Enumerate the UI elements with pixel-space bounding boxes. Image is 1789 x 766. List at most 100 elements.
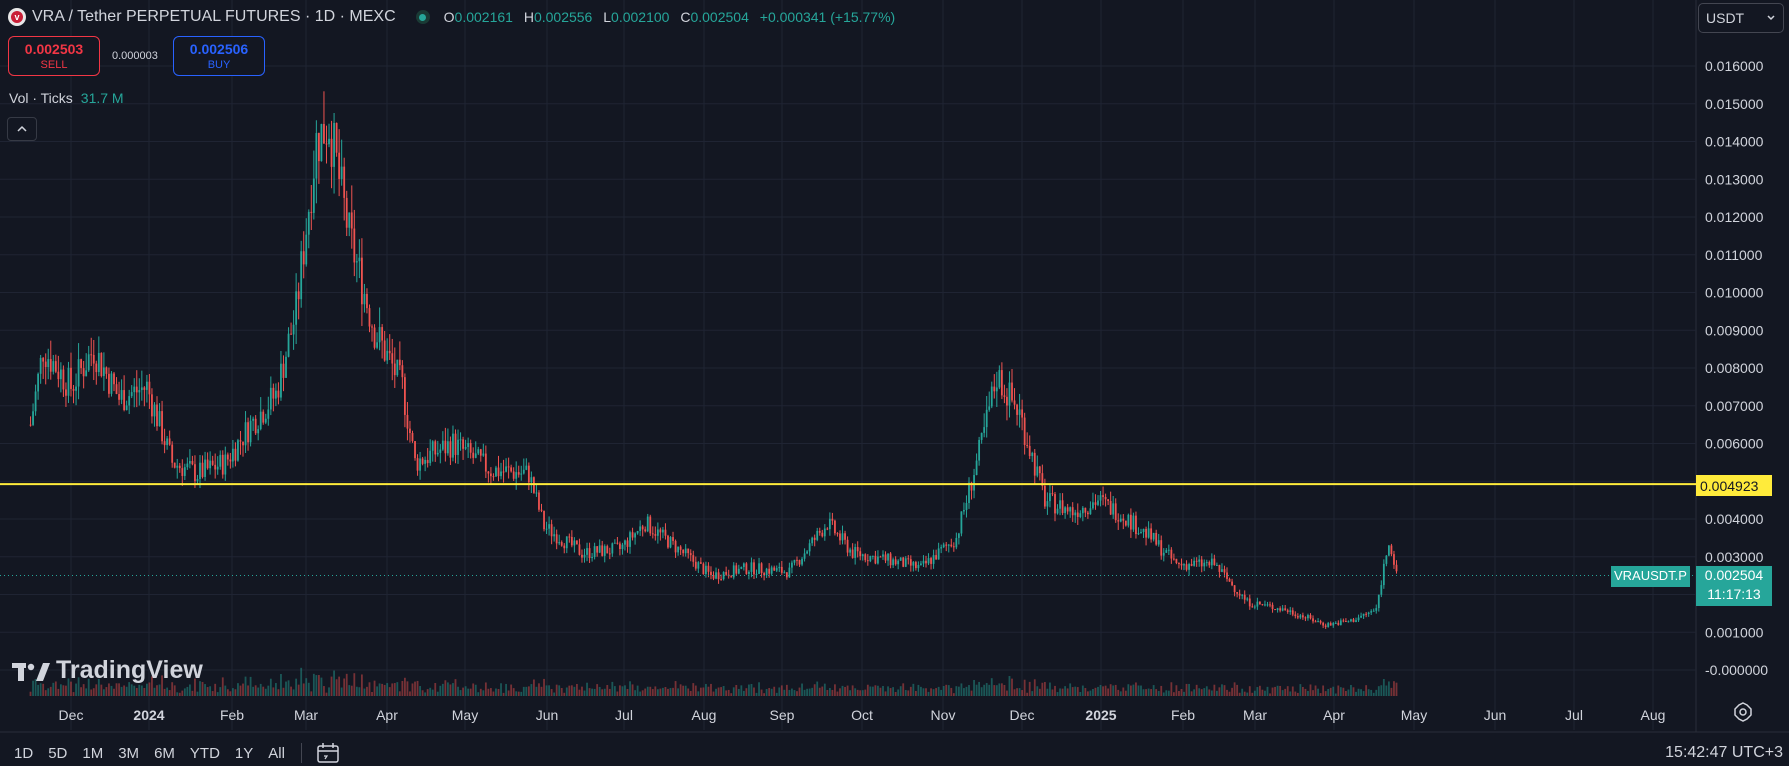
volume-bar xyxy=(742,690,745,696)
candle-body xyxy=(927,558,930,564)
volume-bar xyxy=(110,685,113,696)
time-axis[interactable]: Dec 2024 Feb Mar Apr May Jun Jul Aug Sep Oct Nov Dec… xyxy=(59,707,1666,723)
volume-bar xyxy=(932,689,935,696)
volume-bar xyxy=(1086,691,1089,696)
brand-name: TradingView xyxy=(56,656,203,684)
volume-bar xyxy=(702,687,705,696)
volume-bar xyxy=(813,684,816,696)
volume-bar xyxy=(254,685,257,696)
level-price-tag[interactable]: 0.004923 xyxy=(1696,475,1772,496)
candle-body xyxy=(1099,495,1102,501)
volume-bar xyxy=(1327,688,1330,696)
candle-body xyxy=(1246,598,1249,600)
buy-button[interactable]: 0.002506 BUY xyxy=(173,36,265,76)
collapse-legend-button[interactable] xyxy=(7,117,37,141)
candle-body xyxy=(457,439,459,455)
period-3m[interactable]: 3M xyxy=(118,744,140,762)
candle-body xyxy=(297,291,300,300)
volume-bar xyxy=(694,685,697,696)
candle-body xyxy=(416,458,419,471)
tradingview-logo[interactable]: TradingView xyxy=(12,656,203,685)
symbol-title[interactable]: VRA / Tether PERPETUAL FUTURES · 1D · ME… xyxy=(32,8,396,25)
candle-body xyxy=(877,556,879,564)
volume-bar xyxy=(955,686,958,696)
volume-bar xyxy=(791,688,793,696)
candle-body xyxy=(135,386,138,393)
candle-body xyxy=(1038,466,1041,474)
volume-bar xyxy=(302,683,305,696)
candle-body xyxy=(641,526,644,530)
period-6m[interactable]: 6M xyxy=(154,744,175,762)
candle-body xyxy=(343,166,346,198)
candle-body xyxy=(474,453,477,458)
volume-bar xyxy=(378,683,381,696)
candle-body xyxy=(791,562,793,568)
time-tick-label: Mar xyxy=(294,707,318,723)
sell-button[interactable]: 0.002503 SELL xyxy=(8,36,100,76)
candle-body xyxy=(717,572,720,580)
candle-body xyxy=(677,546,679,553)
volume-bar xyxy=(474,684,477,696)
volume-bar xyxy=(87,678,90,696)
volume-bar xyxy=(409,691,411,696)
period-ytd[interactable]: YTD xyxy=(189,744,220,762)
volume-bar xyxy=(1284,688,1287,696)
volume-bar xyxy=(970,690,973,696)
volume-bar xyxy=(765,689,768,696)
volume-bar xyxy=(755,692,758,696)
candle-body xyxy=(59,369,62,380)
volume-bar xyxy=(457,686,459,696)
candle-body xyxy=(414,441,416,459)
candle-body xyxy=(576,540,578,545)
volume-bar xyxy=(621,686,624,696)
candle-body xyxy=(1284,608,1287,611)
vra-coin-icon[interactable]: v xyxy=(8,8,26,26)
candle-body xyxy=(1109,500,1112,515)
candle-body xyxy=(904,558,907,567)
candle-body xyxy=(1342,620,1345,622)
candle-body xyxy=(811,537,814,544)
candle-body xyxy=(1279,608,1282,611)
candle-body xyxy=(274,390,277,399)
volume-bar xyxy=(1329,687,1332,696)
volume-bar xyxy=(290,686,292,696)
period-all[interactable]: All xyxy=(268,744,285,762)
candle-body xyxy=(191,461,194,465)
volume-legend[interactable]: Vol · Ticks 31.7 M xyxy=(9,90,124,106)
period-1d[interactable]: 1D xyxy=(14,744,34,762)
candle-body xyxy=(472,452,475,458)
volume-bar xyxy=(366,686,368,696)
candle-body xyxy=(285,356,287,378)
calendar-range-icon[interactable] xyxy=(316,742,340,764)
candle-body xyxy=(631,532,634,538)
gear-icon[interactable] xyxy=(1733,702,1753,722)
period-5d[interactable]: 5D xyxy=(48,744,68,762)
volume-bar xyxy=(1114,684,1117,696)
clock[interactable]: 15:42:47 UTC+3 xyxy=(1665,744,1783,761)
period-1y[interactable]: 1Y xyxy=(234,744,254,762)
volume-bar xyxy=(199,681,201,696)
currency-select[interactable]: USDT xyxy=(1698,3,1784,33)
candle-body xyxy=(882,554,884,557)
volume-bar xyxy=(1205,686,1208,696)
candle-body xyxy=(102,367,105,377)
volume-bar xyxy=(1301,686,1304,696)
candle-body xyxy=(239,440,242,442)
candle-body xyxy=(459,439,462,441)
volume-bar xyxy=(1281,690,1284,696)
period-1m[interactable]: 1M xyxy=(82,744,104,762)
candle-body xyxy=(692,555,695,562)
volume-bar xyxy=(687,688,690,696)
volume-bar xyxy=(942,685,945,696)
volume-bar xyxy=(707,686,710,696)
time-tick-label: May xyxy=(1401,707,1427,723)
candle-body xyxy=(1228,578,1231,582)
volume-label: Vol · Ticks xyxy=(9,90,73,106)
candle-body xyxy=(1107,499,1110,501)
candle-body xyxy=(768,568,771,574)
volume-bar xyxy=(191,690,194,696)
volume-bar xyxy=(783,689,786,696)
candle-body xyxy=(315,133,318,179)
volume-bar xyxy=(1008,676,1011,696)
